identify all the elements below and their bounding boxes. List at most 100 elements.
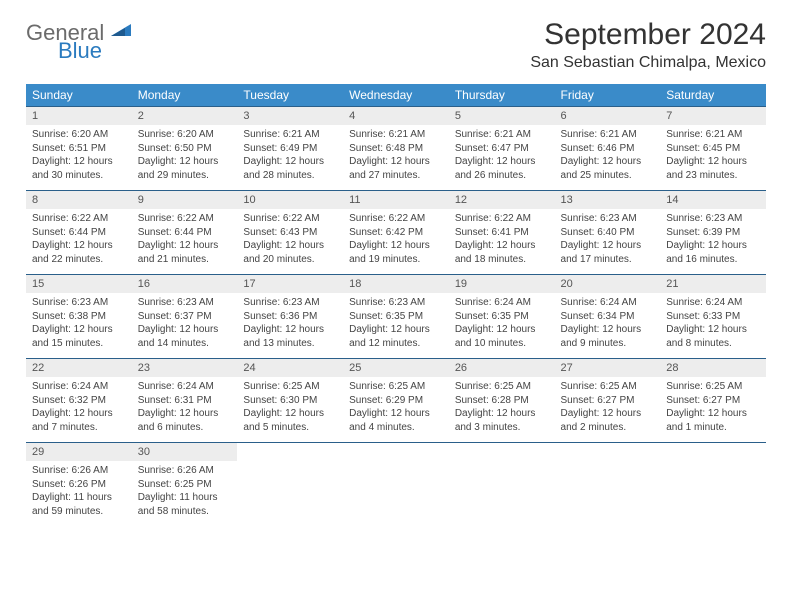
day-number-cell: 11 bbox=[343, 191, 449, 210]
sunset-line: Sunset: 6:38 PM bbox=[32, 310, 126, 324]
logo-text: General Blue bbox=[26, 22, 133, 62]
daylight-line: Daylight: 12 hours and 28 minutes. bbox=[243, 155, 337, 182]
day-number-cell: 10 bbox=[237, 191, 343, 210]
day-number-row: 891011121314 bbox=[26, 191, 766, 210]
daylight-line: Daylight: 12 hours and 4 minutes. bbox=[349, 407, 443, 434]
day-number-cell: 3 bbox=[237, 107, 343, 126]
daylight-line: Daylight: 11 hours and 58 minutes. bbox=[138, 491, 232, 518]
day-content-cell: Sunrise: 6:23 AMSunset: 6:37 PMDaylight:… bbox=[132, 293, 238, 359]
day-content-row: Sunrise: 6:22 AMSunset: 6:44 PMDaylight:… bbox=[26, 209, 766, 275]
weekday-header: Wednesday bbox=[343, 84, 449, 107]
day-number-cell: 26 bbox=[449, 359, 555, 378]
sunset-line: Sunset: 6:35 PM bbox=[455, 310, 549, 324]
sunset-line: Sunset: 6:51 PM bbox=[32, 142, 126, 156]
sunrise-line: Sunrise: 6:21 AM bbox=[666, 128, 760, 142]
calendar-page: General Blue September 2024 San Sebastia… bbox=[0, 0, 792, 544]
day-content-cell: Sunrise: 6:23 AMSunset: 6:38 PMDaylight:… bbox=[26, 293, 132, 359]
month-title: September 2024 bbox=[530, 18, 766, 52]
day-number-cell: 5 bbox=[449, 107, 555, 126]
day-content-cell: Sunrise: 6:23 AMSunset: 6:36 PMDaylight:… bbox=[237, 293, 343, 359]
day-content-cell: Sunrise: 6:23 AMSunset: 6:39 PMDaylight:… bbox=[660, 209, 766, 275]
day-number-cell: 9 bbox=[132, 191, 238, 210]
daylight-line: Daylight: 12 hours and 27 minutes. bbox=[349, 155, 443, 182]
day-number-cell: 28 bbox=[660, 359, 766, 378]
sunrise-line: Sunrise: 6:23 AM bbox=[243, 296, 337, 310]
day-number-row: 1234567 bbox=[26, 107, 766, 126]
day-content-cell: Sunrise: 6:21 AMSunset: 6:46 PMDaylight:… bbox=[555, 125, 661, 191]
sunset-line: Sunset: 6:43 PM bbox=[243, 226, 337, 240]
daylight-line: Daylight: 12 hours and 3 minutes. bbox=[455, 407, 549, 434]
day-number-cell: 25 bbox=[343, 359, 449, 378]
day-number-cell: 22 bbox=[26, 359, 132, 378]
sunrise-line: Sunrise: 6:22 AM bbox=[138, 212, 232, 226]
sunset-line: Sunset: 6:29 PM bbox=[349, 394, 443, 408]
daylight-line: Daylight: 12 hours and 26 minutes. bbox=[455, 155, 549, 182]
day-content-cell bbox=[449, 461, 555, 526]
day-number-cell: 13 bbox=[555, 191, 661, 210]
sunset-line: Sunset: 6:44 PM bbox=[138, 226, 232, 240]
day-number-cell: 19 bbox=[449, 275, 555, 294]
sunset-line: Sunset: 6:42 PM bbox=[349, 226, 443, 240]
day-number-cell: 21 bbox=[660, 275, 766, 294]
sunrise-line: Sunrise: 6:24 AM bbox=[666, 296, 760, 310]
day-content-cell: Sunrise: 6:22 AMSunset: 6:43 PMDaylight:… bbox=[237, 209, 343, 275]
daylight-line: Daylight: 12 hours and 13 minutes. bbox=[243, 323, 337, 350]
daylight-line: Daylight: 12 hours and 15 minutes. bbox=[32, 323, 126, 350]
day-content-row: Sunrise: 6:20 AMSunset: 6:51 PMDaylight:… bbox=[26, 125, 766, 191]
day-number-row: 22232425262728 bbox=[26, 359, 766, 378]
sunrise-line: Sunrise: 6:22 AM bbox=[243, 212, 337, 226]
day-number-cell: 20 bbox=[555, 275, 661, 294]
sunset-line: Sunset: 6:35 PM bbox=[349, 310, 443, 324]
sunrise-line: Sunrise: 6:25 AM bbox=[455, 380, 549, 394]
day-content-cell: Sunrise: 6:25 AMSunset: 6:28 PMDaylight:… bbox=[449, 377, 555, 443]
day-content-cell: Sunrise: 6:22 AMSunset: 6:42 PMDaylight:… bbox=[343, 209, 449, 275]
day-content-row: Sunrise: 6:23 AMSunset: 6:38 PMDaylight:… bbox=[26, 293, 766, 359]
logo-triangle-icon bbox=[111, 22, 133, 44]
day-content-cell: Sunrise: 6:26 AMSunset: 6:26 PMDaylight:… bbox=[26, 461, 132, 526]
day-content-cell: Sunrise: 6:25 AMSunset: 6:29 PMDaylight:… bbox=[343, 377, 449, 443]
day-number-cell: 30 bbox=[132, 443, 238, 462]
day-content-cell: Sunrise: 6:24 AMSunset: 6:31 PMDaylight:… bbox=[132, 377, 238, 443]
weekday-header: Tuesday bbox=[237, 84, 343, 107]
sunrise-line: Sunrise: 6:23 AM bbox=[138, 296, 232, 310]
daylight-line: Daylight: 12 hours and 10 minutes. bbox=[455, 323, 549, 350]
sunset-line: Sunset: 6:45 PM bbox=[666, 142, 760, 156]
daylight-line: Daylight: 12 hours and 20 minutes. bbox=[243, 239, 337, 266]
sunrise-line: Sunrise: 6:22 AM bbox=[455, 212, 549, 226]
sunrise-line: Sunrise: 6:21 AM bbox=[561, 128, 655, 142]
weekday-header: Thursday bbox=[449, 84, 555, 107]
daylight-line: Daylight: 12 hours and 19 minutes. bbox=[349, 239, 443, 266]
sunrise-line: Sunrise: 6:24 AM bbox=[32, 380, 126, 394]
day-number-cell: 14 bbox=[660, 191, 766, 210]
day-content-cell: Sunrise: 6:21 AMSunset: 6:45 PMDaylight:… bbox=[660, 125, 766, 191]
sunset-line: Sunset: 6:33 PM bbox=[666, 310, 760, 324]
sunrise-line: Sunrise: 6:26 AM bbox=[32, 464, 126, 478]
sunset-line: Sunset: 6:27 PM bbox=[666, 394, 760, 408]
daylight-line: Daylight: 12 hours and 22 minutes. bbox=[32, 239, 126, 266]
daylight-line: Daylight: 12 hours and 12 minutes. bbox=[349, 323, 443, 350]
day-number-cell: 15 bbox=[26, 275, 132, 294]
sunset-line: Sunset: 6:27 PM bbox=[561, 394, 655, 408]
sunrise-line: Sunrise: 6:25 AM bbox=[349, 380, 443, 394]
sunset-line: Sunset: 6:41 PM bbox=[455, 226, 549, 240]
sunset-line: Sunset: 6:49 PM bbox=[243, 142, 337, 156]
day-number-cell: 16 bbox=[132, 275, 238, 294]
daylight-line: Daylight: 12 hours and 23 minutes. bbox=[666, 155, 760, 182]
sunset-line: Sunset: 6:30 PM bbox=[243, 394, 337, 408]
sunset-line: Sunset: 6:32 PM bbox=[32, 394, 126, 408]
day-number-cell: 29 bbox=[26, 443, 132, 462]
day-content-cell: Sunrise: 6:22 AMSunset: 6:44 PMDaylight:… bbox=[132, 209, 238, 275]
day-content-cell bbox=[343, 461, 449, 526]
header-row: General Blue September 2024 San Sebastia… bbox=[26, 18, 766, 72]
daylight-line: Daylight: 12 hours and 14 minutes. bbox=[138, 323, 232, 350]
sunset-line: Sunset: 6:48 PM bbox=[349, 142, 443, 156]
sunrise-line: Sunrise: 6:22 AM bbox=[349, 212, 443, 226]
weekday-header: Sunday bbox=[26, 84, 132, 107]
daylight-line: Daylight: 12 hours and 21 minutes. bbox=[138, 239, 232, 266]
day-content-cell bbox=[555, 461, 661, 526]
sunset-line: Sunset: 6:34 PM bbox=[561, 310, 655, 324]
day-number-cell: 2 bbox=[132, 107, 238, 126]
day-number-cell bbox=[343, 443, 449, 462]
sunset-line: Sunset: 6:26 PM bbox=[32, 478, 126, 492]
day-content-cell: Sunrise: 6:26 AMSunset: 6:25 PMDaylight:… bbox=[132, 461, 238, 526]
